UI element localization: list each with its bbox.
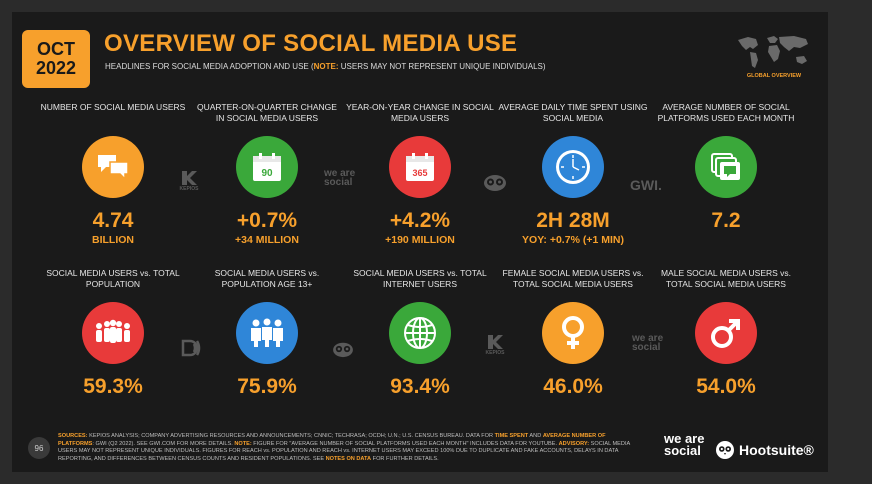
date-month: OCT — [37, 39, 75, 60]
kepios-logo: KEPIOS — [484, 334, 506, 356]
owl-icon — [330, 340, 356, 363]
world-map-icon — [738, 36, 808, 68]
metric-label: SOCIAL MEDIA USERS vs. POPULATION AGE 13… — [214, 268, 320, 289]
female-symbol-icon — [542, 302, 604, 364]
we-are-social-watermark: we are social — [324, 168, 356, 188]
metric-label: AVERAGE NUMBER OF SOCIAL PLATFORMS USED … — [657, 102, 795, 123]
metric-sub: YOY: +0.7% (+1 MIN) — [522, 234, 624, 246]
metric-value: +4.2% — [389, 209, 451, 232]
map-label: GLOBAL OVERVIEW — [746, 73, 802, 79]
male-symbol-icon — [695, 302, 757, 364]
metric-value: +0.7% — [236, 209, 298, 232]
metric-label: FEMALE SOCIAL MEDIA USERS vs. TOTAL SOCI… — [502, 268, 644, 289]
metric-label: AVERAGE DAILY TIME SPENT USING SOCIAL ME… — [498, 102, 648, 123]
adults-icon — [236, 302, 298, 364]
owl-icon — [716, 441, 734, 459]
calendar-number: 90 — [261, 168, 273, 179]
metric-male-users: MALE SOCIAL MEDIA USERS vs. TOTAL SOCIAL… — [651, 268, 801, 397]
crowd-icon — [82, 302, 144, 364]
slide: OCT 2022 OVERVIEW OF SOCIAL MEDIA USE HE… — [12, 12, 828, 472]
kepios-logo: KEPIOS — [178, 170, 200, 192]
metric-platforms-used: AVERAGE NUMBER OF SOCIAL PLATFORMS USED … — [651, 102, 801, 234]
metric-value: 2H 28M — [536, 209, 610, 232]
metric-social-media-users: NUMBER OF SOCIAL MEDIA USERS 4.74 BILLIO… — [38, 102, 188, 246]
calendar-365-icon: 365 — [389, 136, 451, 198]
gwi-logo: GWI. — [630, 177, 662, 193]
metric-vs-population-13plus: SOCIAL MEDIA USERS vs. POPULATION AGE 13… — [192, 268, 342, 397]
page-number: 96 — [28, 437, 50, 459]
metric-value: 75.9% — [237, 375, 297, 398]
metric-vs-internet-users: SOCIAL MEDIA USERS vs. TOTAL INTERNET US… — [345, 268, 495, 397]
metric-female-users: FEMALE SOCIAL MEDIA USERS vs. TOTAL SOCI… — [498, 268, 648, 397]
date-year: 2022 — [35, 58, 77, 78]
clock-icon — [542, 136, 604, 198]
hootsuite-logo: Hootsuite® — [715, 440, 814, 460]
metric-value: 7.2 — [711, 209, 741, 232]
metric-label: QUARTER-ON-QUARTER CHANGE IN SOCIAL MEDI… — [197, 102, 337, 123]
data-reportal-icon — [180, 338, 202, 363]
calendar-number: 365 — [412, 168, 427, 178]
we-are-social-watermark: we are social — [632, 333, 664, 353]
metric-label: YEAR-ON-YEAR CHANGE IN SOCIAL MEDIA USER… — [346, 102, 494, 123]
metric-value: 4.74 — [92, 209, 134, 232]
owl-icon — [482, 172, 508, 197]
metric-year-change: YEAR-ON-YEAR CHANGE IN SOCIAL MEDIA USER… — [345, 102, 495, 246]
metric-sub: +190 MILLION — [385, 234, 455, 246]
metric-value: 59.3% — [83, 375, 143, 398]
calendar-90-icon: 90 — [236, 136, 298, 198]
globe-icon — [389, 302, 451, 364]
page-subtitle: HEADLINES FOR SOCIAL MEDIA ADOPTION AND … — [105, 62, 546, 71]
metric-label: SOCIAL MEDIA USERS vs. TOTAL POPULATION — [46, 268, 180, 289]
metric-sub: +34 MILLION — [235, 234, 299, 246]
metric-vs-total-population: SOCIAL MEDIA USERS vs. TOTAL POPULATION … — [38, 268, 188, 397]
stacked-windows-icon — [695, 136, 757, 198]
metric-value: 93.4% — [390, 375, 450, 398]
sources-text: SOURCES: KEPIOS ANALYSIS; COMPANY ADVERT… — [58, 433, 630, 462]
page-title: OVERVIEW OF SOCIAL MEDIA USE — [104, 30, 518, 57]
metric-value: 54.0% — [696, 375, 756, 398]
metric-label: NUMBER OF SOCIAL MEDIA USERS — [40, 102, 186, 112]
we-are-social-logo: we are social — [664, 431, 705, 459]
metric-daily-time: AVERAGE DAILY TIME SPENT USING SOCIAL ME… — [498, 102, 648, 246]
metric-quarter-change: QUARTER-ON-QUARTER CHANGE IN SOCIAL MEDI… — [192, 102, 342, 246]
date-badge: OCT 2022 — [22, 30, 90, 88]
chat-bubbles-icon — [82, 136, 144, 198]
metric-label: SOCIAL MEDIA USERS vs. TOTAL INTERNET US… — [353, 268, 487, 289]
metric-label: MALE SOCIAL MEDIA USERS vs. TOTAL SOCIAL… — [660, 268, 792, 289]
metric-sub: BILLION — [92, 234, 134, 246]
metric-value: 46.0% — [543, 375, 603, 398]
